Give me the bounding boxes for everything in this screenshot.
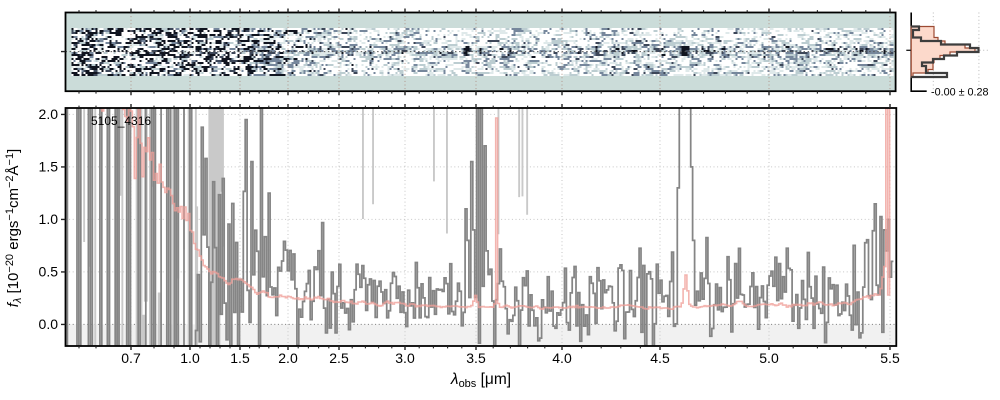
- svg-text:2.0: 2.0: [39, 106, 59, 122]
- svg-text:2.0: 2.0: [278, 350, 298, 366]
- svg-text:-0.00 ± 0.28: -0.00 ± 0.28: [931, 87, 989, 99]
- svg-text:4.0: 4.0: [552, 350, 572, 366]
- svg-text:2.5: 2.5: [329, 350, 349, 366]
- svg-text:5.5: 5.5: [880, 350, 900, 366]
- svg-text:1.5: 1.5: [230, 350, 250, 366]
- svg-text:1.5: 1.5: [39, 159, 59, 175]
- svg-text:0.7: 0.7: [121, 350, 141, 366]
- svg-text:1.0: 1.0: [180, 350, 200, 366]
- svg-text:3.0: 3.0: [395, 350, 415, 366]
- svg-text:5.0: 5.0: [759, 350, 779, 366]
- svg-text:5105_4316: 5105_4316: [91, 114, 151, 128]
- svg-text:0.0: 0.0: [39, 316, 59, 332]
- svg-text:0.5: 0.5: [39, 264, 59, 280]
- svg-text:4.5: 4.5: [650, 350, 670, 366]
- svg-text:fλ [10−20 ergs−1cm−2Å−1]: fλ [10−20 ergs−1cm−2Å−1]: [4, 149, 24, 307]
- svg-text:1.0: 1.0: [39, 211, 59, 227]
- svg-text:3.5: 3.5: [466, 350, 486, 366]
- svg-text:λobs [μm]: λobs [μm]: [450, 371, 511, 390]
